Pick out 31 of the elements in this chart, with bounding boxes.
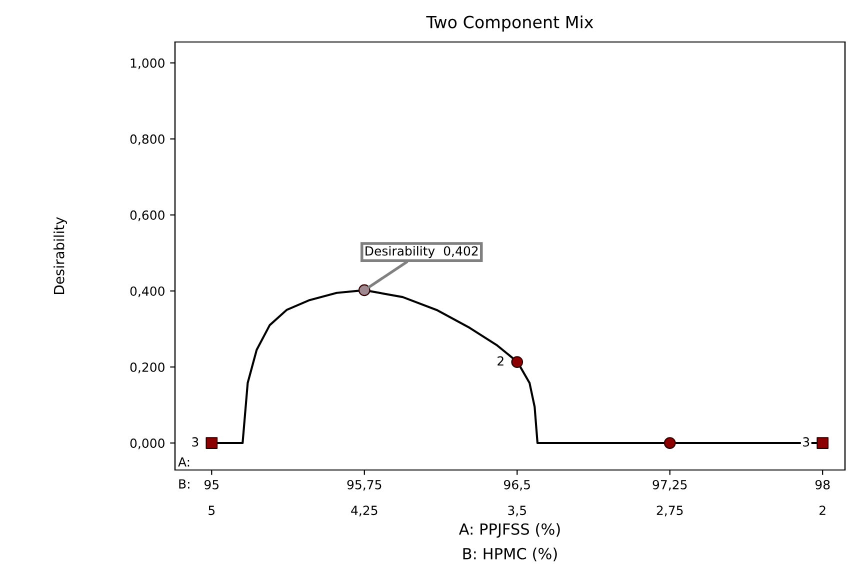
y-tick-label: 0,000: [130, 438, 164, 450]
y-tick-label: 0,200: [130, 362, 164, 374]
x-tick-label: 97,25: [652, 480, 687, 491]
x2-tick-label: 5: [208, 506, 215, 516]
x2-tick-label: 3,5: [508, 506, 526, 516]
y-tick-label: 0,400: [130, 286, 164, 298]
text: B:: [179, 479, 190, 488]
x2-tick-label: 4,25: [351, 506, 378, 516]
annotation: 3: [803, 437, 810, 447]
annotation: 2: [498, 356, 504, 366]
y-axis-title: Desirability: [54, 217, 67, 294]
x-tick-label: 98: [815, 480, 830, 490]
x2-axis-title: B: HPMC (%): [463, 548, 557, 562]
x-axis-title: A: PPJFSS (%): [458, 523, 560, 538]
x2-tick-label: 2: [820, 506, 826, 515]
point: [206, 437, 218, 449]
annotation: Desirability 0,402: [366, 246, 478, 258]
x-tick-label: 95: [204, 480, 219, 490]
point: [511, 356, 524, 368]
annotation: A:: [178, 457, 190, 466]
y-tick-label: 0,600: [130, 210, 164, 222]
annotation: 3: [192, 437, 198, 447]
point: [816, 437, 829, 449]
y-tick-label: 1,000: [130, 58, 164, 70]
point: [358, 284, 370, 296]
x2-tick-label: 2,75: [656, 506, 683, 516]
point: [664, 437, 676, 449]
x-tick-label: 96,5: [504, 480, 530, 491]
y-tick-label: 0,800: [130, 134, 164, 146]
chart-title: Two Component Mix: [426, 15, 594, 32]
x-tick-label: 95,75: [347, 480, 382, 491]
